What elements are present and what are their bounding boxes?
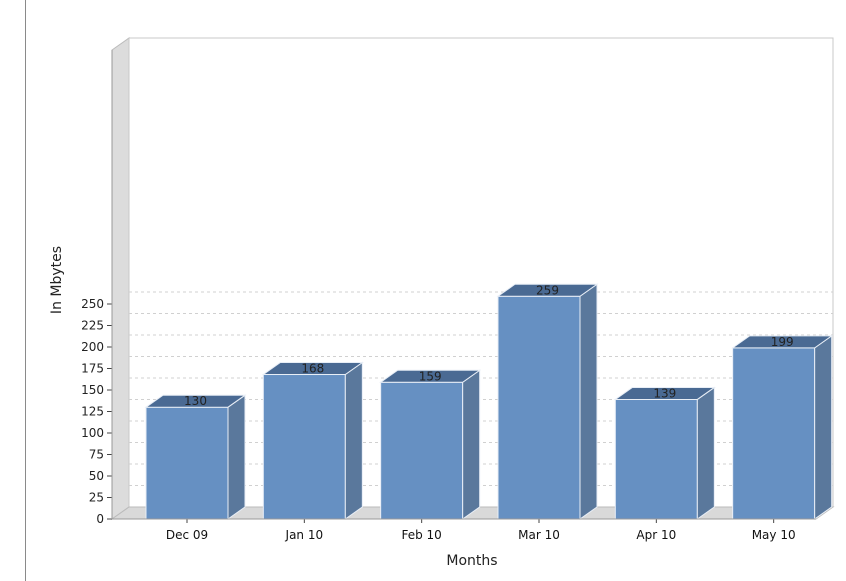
bar	[144, 394, 247, 520]
x-tick-label: Jan 10	[285, 528, 324, 542]
y-tick-label: 100	[81, 426, 104, 440]
y-tick-label: 50	[89, 469, 104, 483]
y-tick-label: 150	[81, 383, 104, 397]
y-tick-label: 200	[81, 340, 104, 354]
y-tick-label: 175	[81, 362, 104, 376]
chart-bars	[144, 283, 834, 520]
bar-top	[144, 394, 247, 408]
bar-value-label: 159	[419, 369, 442, 383]
bar	[731, 334, 834, 520]
bar-side	[462, 369, 481, 520]
bar-front	[145, 406, 229, 520]
left-border-line	[25, 0, 26, 581]
x-tick-label: Dec 09	[166, 528, 208, 542]
bar	[379, 369, 482, 520]
x-tick-label: Mar 10	[518, 528, 560, 542]
x-tick-label: Apr 10	[636, 528, 676, 542]
x-tick-label: Feb 10	[401, 528, 441, 542]
y-axis-title: In Mbytes	[49, 246, 65, 314]
bar	[613, 386, 716, 520]
bar-value-label: 259	[536, 283, 559, 297]
y-axis-ticks: 0 25 50 75 100 125 150 175 200 225 250	[81, 50, 113, 526]
y-tick-label: 0	[96, 512, 104, 526]
y-tick-label: 25	[89, 491, 104, 505]
bar-top	[496, 283, 599, 297]
x-axis-ticks: Dec 09 Jan 10 Feb 10 Mar 10 Apr 10 May 10	[112, 518, 816, 542]
x-axis-title: Months	[446, 553, 497, 569]
bar-top	[379, 369, 482, 383]
bar-value-label: 168	[301, 362, 324, 376]
bar-side	[814, 334, 833, 520]
x-tick-label: May 10	[752, 528, 796, 542]
bar-top	[261, 362, 364, 376]
y-tick-label: 75	[89, 448, 104, 462]
bar-side	[696, 386, 715, 520]
bar-top	[731, 335, 834, 349]
bar-top	[613, 386, 716, 400]
chart-frame	[110, 37, 835, 520]
bar-value-label: 130	[184, 394, 207, 408]
bar-front	[614, 398, 698, 520]
back-wall	[128, 37, 834, 508]
y-tick-label: 250	[81, 297, 104, 311]
bar-front	[262, 374, 346, 520]
bar-value-labels: 130 168 159 259 139 199	[184, 283, 794, 408]
bar-side	[344, 361, 363, 520]
bar-front	[497, 295, 581, 520]
bar-side	[579, 283, 598, 520]
bar-side	[227, 394, 246, 520]
bar-value-label: 139	[653, 386, 676, 400]
bar-value-label: 199	[771, 335, 794, 349]
bar-front	[380, 381, 464, 520]
bar	[261, 361, 364, 520]
y-tick-label: 125	[81, 405, 104, 419]
bar	[496, 283, 599, 520]
left-wall	[111, 37, 130, 520]
bar-front	[732, 347, 816, 520]
y-tick-label: 225	[81, 319, 104, 333]
